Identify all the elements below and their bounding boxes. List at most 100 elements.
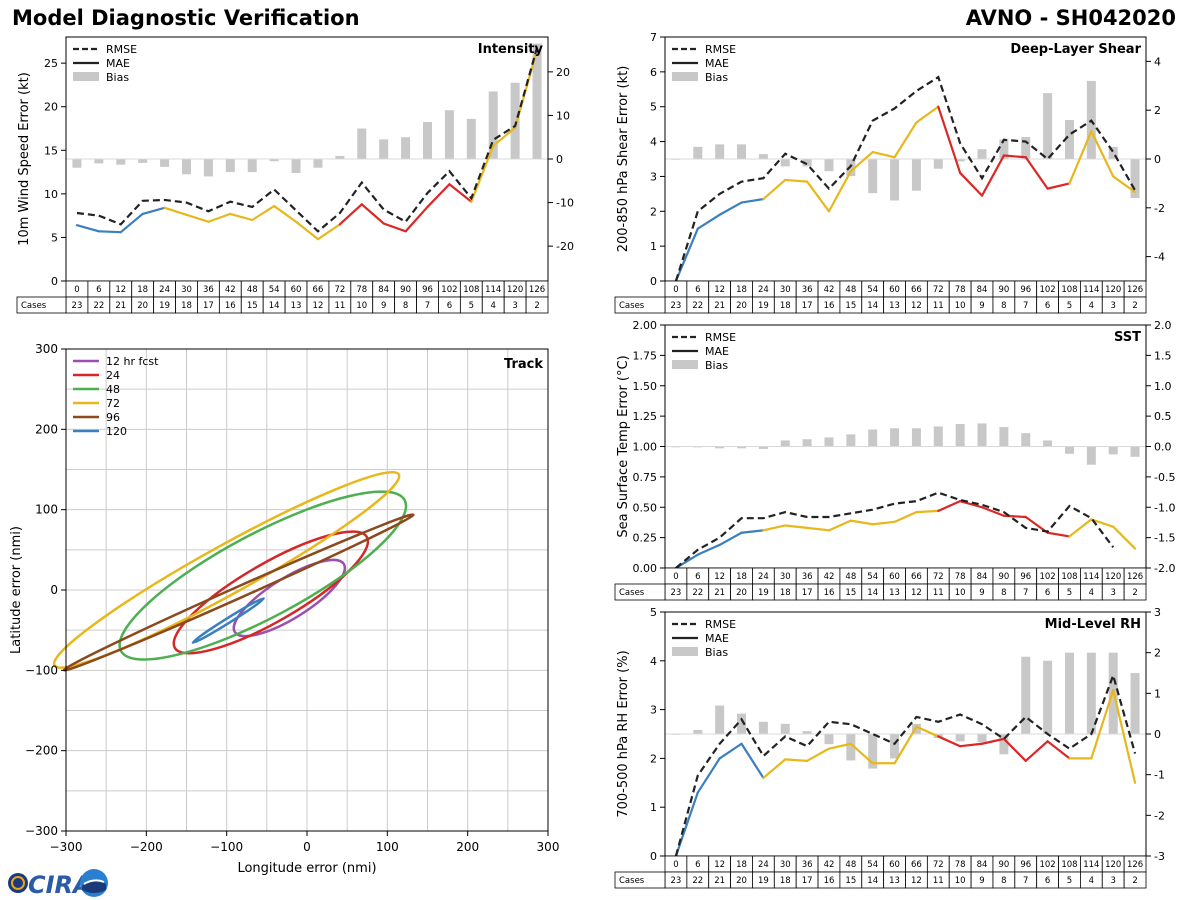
mae-segment bbox=[1002, 154, 1027, 159]
mae-segment bbox=[97, 230, 122, 234]
tau-label: 48 bbox=[845, 285, 856, 295]
tau-label: 126 bbox=[1127, 860, 1143, 870]
cases-value: 4 bbox=[1089, 301, 1094, 311]
cases-value: 17 bbox=[802, 588, 813, 598]
cases-value: 2 bbox=[1132, 588, 1137, 598]
bias-bar bbox=[999, 427, 1009, 447]
y-tick-label: 15 bbox=[44, 144, 58, 157]
y-tick-label: 5 bbox=[650, 606, 657, 619]
bias-bar bbox=[1021, 433, 1031, 447]
y-tick-label: 4 bbox=[650, 655, 657, 668]
cases-value: 10 bbox=[955, 588, 966, 598]
legend-bias-label: Bias bbox=[705, 646, 728, 659]
y-axis-label: 10m Wind Speed Error (kt) bbox=[17, 72, 32, 246]
mae-segment bbox=[1068, 518, 1093, 538]
cases-cell bbox=[525, 296, 549, 314]
bias-bar bbox=[138, 159, 148, 163]
cases-value: 4 bbox=[1089, 588, 1094, 598]
mae-segment bbox=[674, 227, 699, 283]
bias-bar bbox=[693, 729, 703, 734]
mae-segment bbox=[1090, 130, 1115, 178]
tau-label: 12 bbox=[115, 285, 126, 295]
tau-label: 90 bbox=[998, 860, 1009, 870]
bias-bar bbox=[1064, 652, 1074, 734]
legend-mae-label: MAE bbox=[106, 57, 130, 70]
bias-bar bbox=[715, 446, 725, 449]
cases-cell bbox=[1123, 296, 1147, 314]
bias-bar bbox=[911, 159, 921, 191]
cases-value: 3 bbox=[1110, 301, 1115, 311]
bias-bar bbox=[890, 734, 900, 759]
cases-value: 3 bbox=[1110, 588, 1115, 598]
bias-bar bbox=[291, 159, 301, 173]
cases-value: 7 bbox=[1023, 588, 1028, 598]
y-tick-label: 7 bbox=[650, 31, 657, 44]
y-tick-label: 2 bbox=[650, 752, 657, 765]
y2-tick-label: 0.0 bbox=[1154, 441, 1172, 454]
cases-value: 13 bbox=[889, 588, 900, 598]
mae-segment bbox=[718, 742, 743, 760]
bias-bar bbox=[955, 159, 965, 162]
mae-segment bbox=[404, 205, 429, 233]
bias-bar bbox=[933, 159, 943, 169]
rmse-line bbox=[675, 491, 1115, 569]
tau-label: 78 bbox=[955, 285, 966, 295]
tau-label: 66 bbox=[911, 285, 922, 295]
track-ellipse-24 bbox=[172, 530, 370, 655]
legend-bias-label: Bias bbox=[106, 71, 129, 84]
cases-value: 13 bbox=[889, 301, 900, 311]
bias-bar bbox=[802, 439, 812, 447]
cases-value: 21 bbox=[714, 588, 725, 598]
bias-bar bbox=[715, 144, 725, 159]
cases-header-cell bbox=[16, 296, 67, 314]
mae-segment bbox=[448, 183, 473, 203]
bias-bar bbox=[444, 110, 454, 159]
y2-tick-label: 0 bbox=[556, 153, 563, 166]
mae-segment bbox=[1090, 688, 1115, 760]
cases-value: 7 bbox=[1023, 301, 1028, 311]
tau-label: 48 bbox=[845, 572, 856, 582]
mae-segment bbox=[827, 170, 852, 213]
cases-header-label: Cases bbox=[619, 301, 645, 311]
bias-bar bbox=[737, 713, 747, 734]
bias-bar bbox=[1130, 446, 1140, 457]
mae-segment bbox=[871, 150, 896, 159]
cases-value: 20 bbox=[736, 876, 747, 886]
legend-rmse-label: RMSE bbox=[705, 43, 736, 56]
bias-bar bbox=[802, 731, 812, 734]
tau-label: 120 bbox=[1105, 860, 1121, 870]
track-ellipse-120 bbox=[191, 597, 265, 645]
cases-value: 18 bbox=[780, 301, 791, 311]
bias-bar bbox=[1043, 440, 1053, 447]
mae-segment bbox=[119, 212, 144, 234]
y2-tick-label: 0 bbox=[1154, 153, 1161, 166]
rmse-line bbox=[674, 75, 1137, 282]
tau-label: 84 bbox=[977, 572, 988, 582]
cases-value: 11 bbox=[933, 588, 944, 598]
cases-header-label: Cases bbox=[619, 588, 645, 598]
mae-segment bbox=[141, 206, 166, 215]
cases-value: 13 bbox=[291, 301, 302, 311]
cases-value: 19 bbox=[159, 301, 170, 311]
tau-label: 36 bbox=[802, 285, 813, 295]
mae-segment bbox=[426, 183, 451, 209]
bias-bar bbox=[269, 159, 279, 162]
tau-label: 30 bbox=[780, 572, 791, 582]
tau-label: 84 bbox=[977, 285, 988, 295]
tau-label: 36 bbox=[203, 285, 214, 295]
bias-bar bbox=[890, 428, 900, 447]
cases-value: 10 bbox=[955, 301, 966, 311]
x-axis-label: Longitude error (nmi) bbox=[237, 861, 376, 876]
tau-label: 36 bbox=[802, 572, 813, 582]
tau-label: 48 bbox=[845, 860, 856, 870]
y-tick-label: −200 bbox=[25, 744, 58, 758]
mae-segment bbox=[937, 105, 962, 175]
y2-tick-label: -3 bbox=[1154, 850, 1165, 863]
mae-segment bbox=[1112, 525, 1137, 550]
y2-tick-label: -1.0 bbox=[1154, 501, 1175, 514]
y-tick-label: 4 bbox=[650, 136, 657, 149]
tau-label: 30 bbox=[780, 285, 791, 295]
tau-label: 24 bbox=[758, 572, 769, 582]
